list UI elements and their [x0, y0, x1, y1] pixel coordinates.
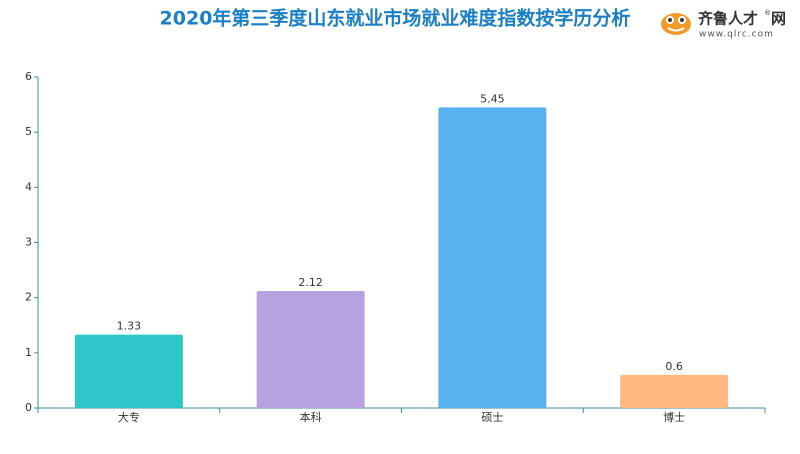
y-tick-label: 4 [25, 180, 32, 193]
x-tick-label: 博士 [663, 411, 685, 424]
x-tick-label: 大专 [118, 410, 140, 424]
bar [620, 374, 729, 408]
x-tick-label: 硕士 [481, 411, 503, 424]
logo-pupil [680, 18, 684, 22]
value-label: 2.12 [298, 276, 323, 289]
logo-pupil [668, 18, 672, 22]
y-tick-label: 6 [25, 70, 32, 83]
bar [74, 334, 183, 408]
chart-title: 2020年第三季度山东就业市场就业难度指数按学历分析 [160, 7, 631, 30]
value-label: 1.33 [117, 320, 142, 333]
value-label: 5.45 [480, 92, 505, 105]
y-tick-label: 1 [25, 346, 32, 359]
y-tick-label: 3 [25, 236, 32, 249]
logo: 齐鲁人才 ® 网 www.qlrc.com [661, 9, 786, 40]
logo-name: 齐鲁人才 [698, 10, 758, 28]
logo-mark: ® [764, 9, 771, 17]
logo-url: www.qlrc.com [699, 30, 774, 40]
x-tick-label: 本科 [300, 410, 322, 424]
logo-suffix: 网 [771, 10, 786, 28]
logo-icon [661, 13, 691, 35]
y-tick-label: 5 [25, 125, 32, 138]
bar [256, 291, 365, 408]
bar [438, 107, 547, 408]
y-tick-label: 2 [25, 291, 32, 304]
logo-mouth [667, 27, 685, 32]
value-label: 0.6 [665, 360, 683, 373]
y-tick-label: 0 [25, 401, 32, 414]
